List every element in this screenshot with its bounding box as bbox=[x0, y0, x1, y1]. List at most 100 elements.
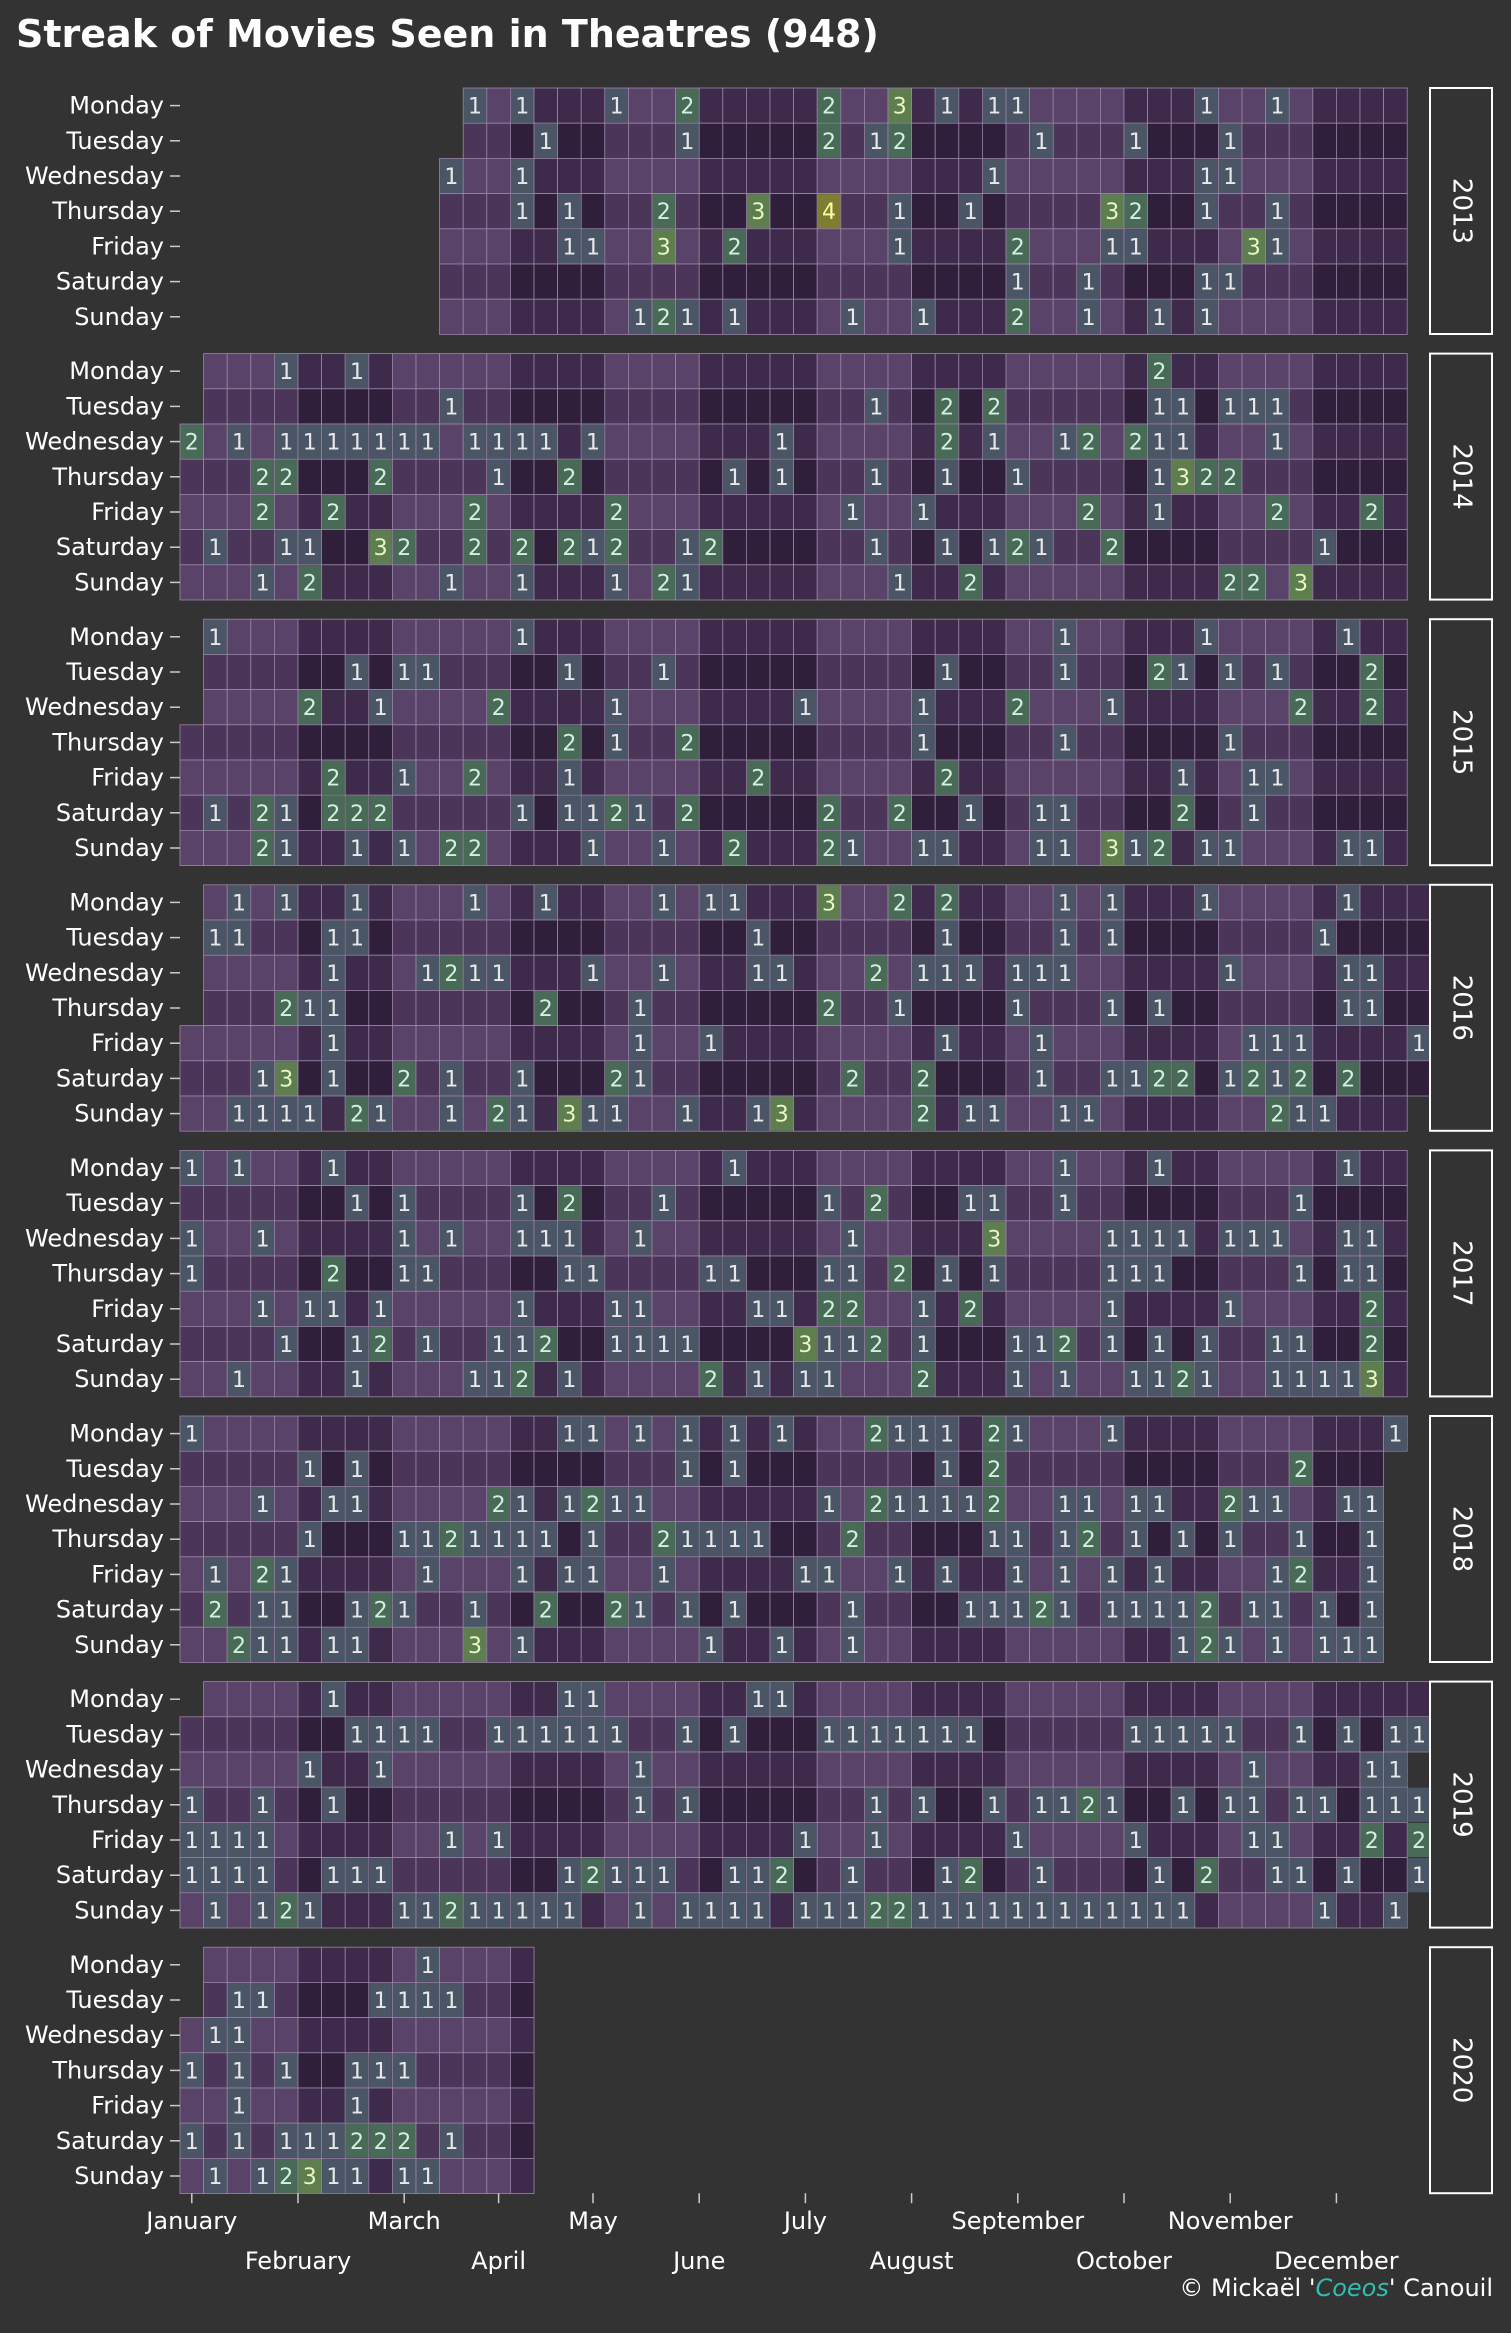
day-cell bbox=[840, 759, 865, 796]
movie-count-label: 1 bbox=[279, 837, 293, 862]
day-cell bbox=[1005, 654, 1031, 691]
day-cell bbox=[226, 353, 252, 390]
day-cell bbox=[1076, 990, 1101, 1027]
day-cell bbox=[439, 1751, 464, 1788]
movie-count-label: 1 bbox=[515, 1192, 529, 1217]
day-cell bbox=[1123, 1626, 1149, 1663]
movie-count-label: 1 bbox=[1223, 1794, 1237, 1819]
movie-count-label: 1 bbox=[893, 571, 907, 596]
day-cell bbox=[321, 830, 346, 867]
movie-count-label: 1 bbox=[444, 571, 458, 596]
movie-count-label: 1 bbox=[987, 431, 1001, 456]
movie-count-label: 1 bbox=[751, 1528, 765, 1553]
day-cell bbox=[1052, 157, 1078, 194]
day-cell bbox=[769, 1751, 795, 1788]
movie-count-label: 1 bbox=[350, 1368, 364, 1393]
day-cell bbox=[486, 1982, 511, 2019]
movie-count-label: 1 bbox=[397, 1227, 411, 1252]
day-cell bbox=[628, 1716, 653, 1753]
day-cell bbox=[769, 1255, 795, 1292]
day-cell bbox=[769, 618, 795, 655]
day-cell bbox=[982, 759, 1007, 796]
movie-count-cell bbox=[652, 299, 676, 334]
movie-count-label: 2 bbox=[1247, 571, 1261, 596]
movie-count-label: 1 bbox=[1105, 997, 1119, 1022]
movie-count-label: 1 bbox=[798, 1829, 812, 1854]
day-cell bbox=[1123, 759, 1149, 796]
day-cell bbox=[439, 1025, 464, 1062]
movie-count-label: 2 bbox=[1011, 235, 1025, 260]
day-cell bbox=[462, 122, 488, 159]
day-cell bbox=[250, 884, 275, 921]
movie-count-label: 1 bbox=[633, 1794, 647, 1819]
movie-count-label: 1 bbox=[350, 2165, 364, 2190]
day-cell bbox=[557, 1060, 582, 1097]
movie-count-label: 2 bbox=[279, 1899, 293, 1924]
movie-count-label: 1 bbox=[208, 1864, 222, 1889]
day-cell bbox=[439, 1716, 464, 1753]
day-cell bbox=[1052, 298, 1078, 335]
day-cell bbox=[887, 353, 913, 390]
day-cell bbox=[722, 564, 747, 601]
day-cell bbox=[628, 1681, 653, 1718]
day-cell bbox=[816, 564, 842, 601]
year-label: 2018 bbox=[1447, 1506, 1477, 1572]
movie-count-cell bbox=[723, 459, 746, 494]
day-cell bbox=[273, 724, 299, 761]
day-cell bbox=[391, 1822, 417, 1859]
movie-count-label: 1 bbox=[987, 1103, 1001, 1128]
day-cell bbox=[250, 2017, 275, 2054]
day-cell bbox=[533, 689, 559, 726]
day-cell bbox=[769, 689, 795, 726]
movie-count-cell bbox=[510, 565, 534, 600]
movie-count-label: 1 bbox=[1270, 431, 1284, 456]
day-cell bbox=[1029, 263, 1054, 300]
movie-count-label: 1 bbox=[1318, 1794, 1332, 1819]
day-cell bbox=[911, 263, 936, 300]
day-cell bbox=[557, 1150, 582, 1187]
day-cell bbox=[250, 1415, 275, 1452]
day-cell bbox=[1147, 122, 1172, 159]
movie-count-label: 1 bbox=[869, 466, 883, 491]
day-cell bbox=[840, 794, 865, 831]
day-cell bbox=[982, 1822, 1007, 1859]
day-cell bbox=[1005, 1185, 1031, 1222]
day-cell bbox=[1005, 353, 1031, 390]
day-cell bbox=[1100, 1681, 1125, 1718]
day-cell bbox=[203, 724, 228, 761]
movie-count-label: 1 bbox=[940, 1899, 954, 1924]
day-cell bbox=[769, 1185, 795, 1222]
day-cell bbox=[769, 794, 795, 831]
day-cell bbox=[179, 529, 205, 566]
day-cell bbox=[297, 1185, 323, 1222]
day-cell bbox=[1241, 884, 1267, 921]
day-cell bbox=[958, 1060, 983, 1097]
day-cell bbox=[580, 1822, 606, 1859]
day-cell bbox=[675, 1060, 700, 1097]
day-cell bbox=[1029, 1716, 1054, 1753]
day-cell bbox=[628, 1626, 653, 1663]
day-label: Thursday bbox=[51, 1525, 164, 1553]
day-cell bbox=[1265, 1415, 1290, 1452]
movie-count-label: 1 bbox=[1152, 1864, 1166, 1889]
movie-count-label: 1 bbox=[1058, 626, 1072, 651]
day-cell bbox=[1029, 1290, 1054, 1327]
day-cell bbox=[1194, 423, 1219, 460]
movie-count-label: 1 bbox=[256, 1989, 270, 2014]
movie-count-label: 1 bbox=[232, 1157, 246, 1182]
day-cell bbox=[533, 1751, 559, 1788]
day-cell bbox=[1241, 1626, 1267, 1663]
day-cell bbox=[769, 990, 795, 1027]
day-cell bbox=[651, 1786, 677, 1823]
day-cell bbox=[203, 1786, 228, 1823]
day-cell bbox=[1359, 388, 1385, 425]
day-cell bbox=[509, 689, 535, 726]
movie-count-label: 2 bbox=[208, 1599, 222, 1624]
day-cell bbox=[250, 2122, 275, 2159]
day-cell bbox=[816, 1415, 842, 1452]
movie-count-label: 1 bbox=[208, 927, 222, 952]
day-cell bbox=[1100, 1450, 1125, 1487]
day-cell bbox=[1147, 1521, 1172, 1558]
day-cell bbox=[226, 1415, 252, 1452]
